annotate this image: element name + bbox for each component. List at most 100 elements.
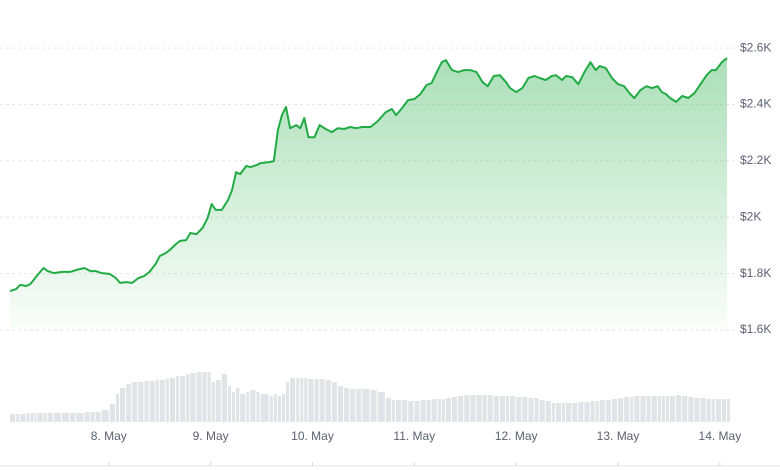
volume-bar [159,380,165,422]
volume-bar [426,400,431,422]
volume-bar [76,413,84,422]
volume-bar [665,396,669,422]
volume-bar [304,378,308,422]
volume-bar [640,396,646,422]
volume-bar [115,394,119,422]
volume-bar [215,380,221,422]
volume-bar [246,392,250,422]
volume-bar [144,381,149,422]
volume-bar [132,382,138,422]
volume-bar [391,400,395,422]
volume-bar [528,398,534,422]
volume-bar [250,390,256,422]
volume-bar [721,399,726,422]
volume-bar [715,399,721,422]
volume-bar [138,382,144,422]
volume-bar [281,394,286,422]
volume-bar [356,389,362,422]
volume-bar [260,394,269,422]
volume-bar [277,396,281,422]
volume-bar [84,412,90,422]
volume-bar [711,399,715,422]
volume-bar [669,396,676,422]
volume-bar [61,413,70,422]
volume-bar [402,400,408,422]
volume-bar [70,413,76,422]
volume-bar [572,403,578,422]
volume-bar [169,378,176,422]
x-tick-label: 10. May [291,429,334,443]
volume-bar [236,388,240,422]
volume-bar [420,400,426,422]
volume-bar [599,400,605,422]
volume-bar [319,379,325,422]
volume-bar [256,392,260,422]
volume-bar [155,380,159,422]
volume-bar [630,397,634,422]
volume-bar [43,413,47,422]
volume-bar [551,403,555,422]
volume-bar [408,401,414,422]
volume-bar [510,396,516,422]
volume-bar [505,396,510,422]
volume-bar [516,397,522,422]
volume-bar [688,397,694,422]
volume-bar [441,399,445,422]
volume-bar [458,396,464,422]
volume-bar [464,395,470,422]
x-tick-label: 14. May [699,429,742,443]
x-tick-label: 12. May [495,429,538,443]
volume-bar [605,400,611,422]
volume-bar [221,374,227,422]
volume-bar [119,388,126,422]
y-tick-label: $2.6K [740,40,771,54]
volume-bar [207,372,211,422]
volume-bar [296,378,300,422]
volume-bar [350,389,356,422]
volume-bar [634,396,640,422]
volume-bar [584,402,590,422]
volume-bar [344,388,350,422]
y-tick-label: $2.2K [740,153,771,167]
volume-bar [493,396,499,422]
volume-bar [452,397,458,422]
volume-bar [190,373,196,422]
volume-bar [331,382,337,422]
volume-bar [149,381,155,422]
volume-bar [232,392,236,422]
volume-bar [325,380,331,422]
volume-bar [476,395,482,422]
volume-bar [337,386,344,422]
volume-bar [26,413,30,422]
volume-bar [700,398,706,422]
volume-bar [314,379,319,422]
volume-bar [651,396,657,422]
volume-bar [414,401,420,422]
volume-bar [445,398,452,422]
volume-bar [482,395,487,422]
volume-bar [676,395,682,422]
volume-bar [555,403,562,422]
volume-bar [47,413,53,422]
volume-bar [646,396,651,422]
volume-bar [578,402,584,422]
volume-bar [20,414,26,422]
volume-bar [657,396,661,422]
volume-bar [437,399,441,422]
volume-bar [227,386,232,422]
volume-bar [34,413,37,422]
y-tick-label: $2.4K [740,97,771,111]
volume-bar [694,398,700,422]
y-tick-label: $2K [740,209,761,223]
volume-bar [682,396,688,422]
y-tick-label: $1.6K [740,322,771,336]
volume-bar [522,397,528,422]
volume-bar [618,398,624,422]
volume-bar [499,396,505,422]
volume-bar [362,389,370,422]
volume-bar [611,399,618,422]
x-tick-label: 9. May [193,429,229,443]
volume-bar [595,401,599,422]
volume-bar [30,413,34,422]
volume-bar [385,398,391,422]
